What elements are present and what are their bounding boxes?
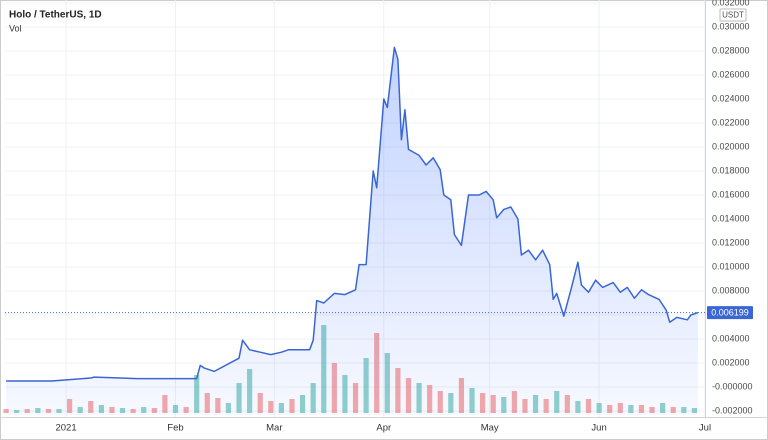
y-tick-label: 0.022000 xyxy=(712,117,750,127)
y-tick-label: 0.002000 xyxy=(712,357,750,367)
x-tick-label: May xyxy=(481,423,499,434)
last-price-label: 0.006199 xyxy=(711,308,749,318)
price-line xyxy=(6,46,699,382)
x-tick-label: 2021 xyxy=(55,423,76,434)
y-tick-label: 0.010000 xyxy=(712,261,750,271)
y-tick-label: 0.030000 xyxy=(712,21,750,31)
x-tick-label: Apr xyxy=(376,423,391,434)
volume-bar xyxy=(3,409,9,413)
y-tick-label: -0.002000 xyxy=(712,405,753,415)
y-tick-label: 0.014000 xyxy=(712,213,750,223)
last-price-box xyxy=(707,306,753,320)
y-tick-label: 0.024000 xyxy=(712,93,750,103)
y-tick-label: 0.012000 xyxy=(712,237,750,247)
currency-box xyxy=(719,8,747,22)
y-tick-label: 0.020000 xyxy=(712,141,750,151)
y-tick-label: 0.016000 xyxy=(712,189,750,199)
y-tick-label: -0.000000 xyxy=(712,381,753,391)
x-tick-label: Jul xyxy=(699,423,711,434)
axes: -0.002000-0.0000000.0020000.0040000.0060… xyxy=(55,0,753,434)
x-tick-label: Feb xyxy=(167,423,183,434)
currency: USDT xyxy=(722,11,744,20)
price-area xyxy=(6,47,698,416)
volume-label: Vol xyxy=(9,23,22,33)
x-tick-label: Mar xyxy=(266,423,282,434)
y-tick-label: 0.026000 xyxy=(712,69,750,79)
y-tick-label: 0.018000 xyxy=(712,165,750,175)
chart-title: Holo / TetherUS, 1D xyxy=(9,10,102,21)
y-tick-label: 0.028000 xyxy=(712,45,750,55)
y-tick-label: 0.032000 xyxy=(712,0,750,7)
y-tick-label: 0.004000 xyxy=(712,333,750,343)
price xyxy=(5,46,705,416)
y-tick-label: 0.008000 xyxy=(712,285,750,295)
x-tick-label: Jun xyxy=(591,423,606,434)
